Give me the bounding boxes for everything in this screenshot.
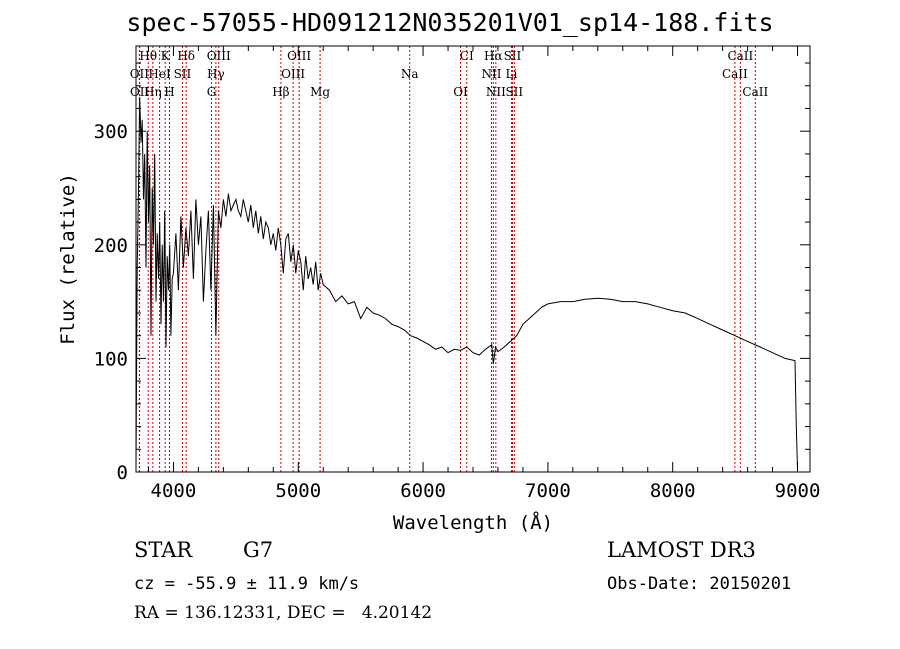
survey-name: LAMOST DR3 [607,538,756,562]
x-tick-label-4: 8000 [650,480,696,502]
x-axis-label: Wavelength (Å) [393,511,553,534]
tick-labels-group: 4000 5000 6000 7000 8000 9000 0 100 200 300 [94,121,821,502]
line-label-22: Hβ [272,85,289,99]
y-tick-label-3: 300 [94,121,128,143]
line-label-10: HeI [148,67,171,81]
y-tick-label-2: 200 [94,235,128,257]
line-label-23: Mg [310,85,330,99]
line-label-15: NII [481,67,501,81]
line-label-1: K [161,49,171,63]
line-label-3: OIII [207,49,231,63]
x-tick-label-5: 9000 [775,480,821,502]
line-label-20: H [164,85,174,99]
line-label-19: Hη [144,85,162,99]
line-label-5: CI [460,49,474,63]
observation-date: Obs-Date: 20150201 [607,574,792,594]
axis-ticks-group [136,46,810,473]
line-label-0: Hθ [139,49,157,63]
line-label-16: Li [506,67,518,81]
redshift-cz: cz = -55.9 ± 11.9 km/s [134,574,360,594]
y-axis-label: Flux (relative) [57,173,79,345]
object-subclass: G7 [243,538,274,562]
line-label-27: CaII [742,85,768,99]
line-label-24: OI [453,85,468,99]
chart-title: spec-57055-HD091212N035201V01_sp14-188.f… [126,8,774,37]
x-tick-label-0: 4000 [151,480,197,502]
ra-dec-coordinates: RA = 136.12331, DEC = 4.20142 [134,603,433,623]
line-label-25: NII [486,85,506,99]
object-class: STAR [134,538,193,562]
line-label-12: Hγ [207,67,225,81]
line-label-9: OII [130,67,150,81]
line-label-17: CaII [722,67,748,81]
line-label-4: OIII [287,49,311,63]
line-label-14: Na [401,67,419,81]
line-label-7: SII [504,49,522,63]
x-tick-label-2: 6000 [400,480,446,502]
line-label-21: G [207,85,217,99]
line-label-8: CaII [727,49,753,63]
x-tick-label-3: 7000 [525,480,571,502]
line-label-2: Hδ [177,49,195,63]
line-markers-group [138,46,756,472]
line-label-26: SII [505,85,523,99]
spectrum-series-line [135,97,798,469]
x-tick-label-1: 5000 [275,480,321,502]
line-label-11: SII [174,67,192,81]
line-label-18: OII [130,85,150,99]
line-label-13: OIII [281,67,305,81]
line-label-6: Hα [484,49,503,63]
y-tick-label-1: 100 [94,348,128,370]
plot-frame [135,45,811,473]
y-tick-label-0: 0 [117,462,128,484]
